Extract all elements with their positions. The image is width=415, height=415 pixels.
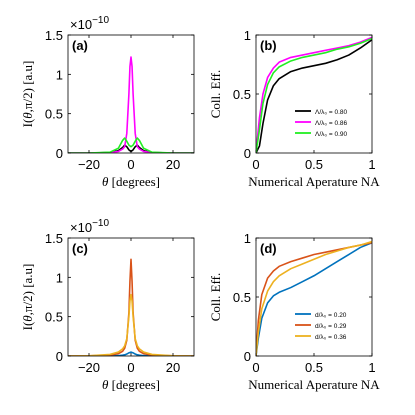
chart-panel-1: −20 0 20 0 0.5 1 1.5 ×10−10 (a) θ [degrees] I(θ,π/… <box>20 15 195 189</box>
chart-panel-2: 0 0.5 1 0 0.5 1 (b) Numerical Aperature NA Coll.… <box>208 28 380 189</box>
series-line-3 <box>256 240 372 356</box>
series-line-2 <box>68 56 194 153</box>
y-axis-label: Coll. Eff. <box>208 273 223 322</box>
y-tick-label: 0 <box>244 146 251 161</box>
series-line-2 <box>68 258 194 356</box>
y-tick-label: 1 <box>56 67 63 82</box>
y-tick-label: 1.5 <box>45 231 63 246</box>
series-line-3 <box>256 37 372 153</box>
panel-label: (b) <box>260 38 277 53</box>
x-tick-label: 0 <box>127 360 134 375</box>
legend-entry-label: d/λ₀ = 0.20 <box>315 312 347 319</box>
y-axis-label: I(θ,π/2) [a.u] <box>20 264 35 331</box>
y-axis-label: Coll. Eff. <box>208 70 223 119</box>
series-line-3 <box>68 137 194 153</box>
y-tick-label: 0.5 <box>233 290 251 305</box>
y-tick-label: 1 <box>244 28 251 43</box>
legend-entry-label: d/λ₀ = 0.29 <box>315 323 347 330</box>
x-tick-label: 0 <box>252 360 259 375</box>
x-tick-label: 1 <box>368 360 375 375</box>
y-tick-label: 0.5 <box>45 107 63 122</box>
chart-panel-3: −20 0 20 0 0.5 1 1.5 ×10−10 (c) θ [degrees] I(θ,π/… <box>20 218 195 392</box>
exponent-label: ×10−10 <box>70 218 109 235</box>
exponent-label: ×10−10 <box>70 15 109 32</box>
x-axis-label: Numerical Aperature NA <box>248 174 380 189</box>
x-tick-label: 1 <box>368 157 375 172</box>
x-tick-label: 0.5 <box>305 360 323 375</box>
x-tick-label: 20 <box>166 360 180 375</box>
panel-label: (c) <box>72 241 88 256</box>
y-tick-label: 0 <box>56 146 63 161</box>
series-line-1 <box>256 38 372 153</box>
legend-entry-label: Λ/λ₀ = 0.80 <box>315 109 348 116</box>
x-tick-label: 0 <box>252 157 259 172</box>
y-tick-label: 1 <box>56 270 63 285</box>
x-tick-label: 0 <box>127 157 134 172</box>
y-tick-label: 1 <box>244 231 251 246</box>
x-axis-label: θ [degrees] <box>102 377 160 392</box>
x-tick-label: 20 <box>166 157 180 172</box>
series-line-1 <box>256 241 372 356</box>
y-axis-label: I(θ,π/2) [a.u] <box>20 61 35 128</box>
x-tick-label: −20 <box>78 360 100 375</box>
legend-entry-label: Λ/λ₀ = 0.90 <box>315 131 348 138</box>
x-tick-label: −20 <box>78 157 100 172</box>
chart-panel-4: 0 0.5 1 0 0.5 1 (d) Numerical Aperature NA Coll.… <box>208 231 380 392</box>
y-tick-label: 0 <box>244 349 251 364</box>
y-tick-label: 1.5 <box>45 28 63 43</box>
panel-label: (a) <box>72 38 88 53</box>
series-line-3 <box>68 293 194 356</box>
panel-label: (d) <box>260 241 277 256</box>
y-tick-label: 0.5 <box>45 310 63 325</box>
series-line-2 <box>256 36 372 153</box>
legend-entry-label: d/λ₀ = 0.36 <box>315 334 347 341</box>
y-tick-label: 0 <box>56 349 63 364</box>
legend-entry-label: Λ/λ₀ = 0.86 <box>315 120 348 127</box>
x-tick-label: 0.5 <box>305 157 323 172</box>
y-tick-label: 0.5 <box>233 87 251 102</box>
x-axis-label: θ [degrees] <box>102 174 160 189</box>
x-axis-label: Numerical Aperature NA <box>248 377 380 392</box>
